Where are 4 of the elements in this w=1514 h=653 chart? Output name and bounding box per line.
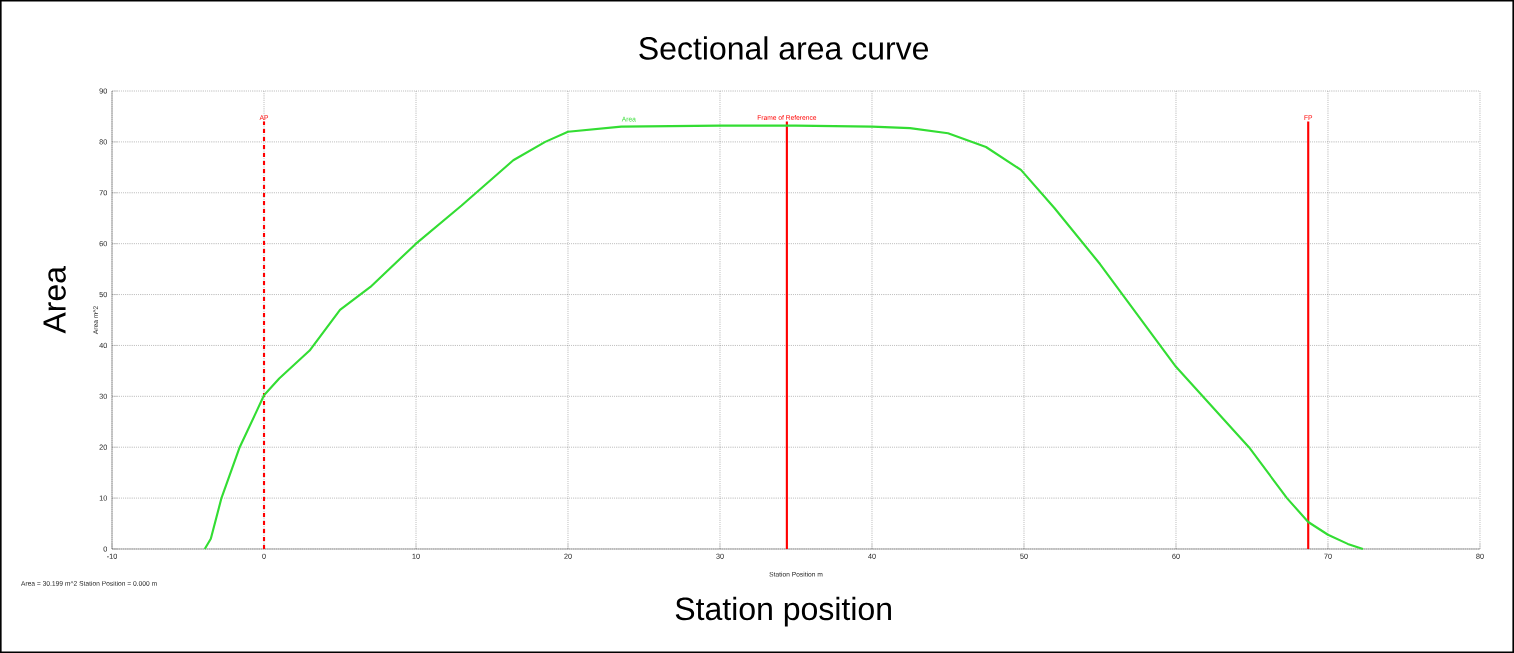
chart-title: Sectional area curve xyxy=(639,36,929,60)
x-axis-title: Station position xyxy=(675,596,891,627)
y-axis-title: Area xyxy=(43,266,66,334)
line-series xyxy=(203,124,1365,551)
